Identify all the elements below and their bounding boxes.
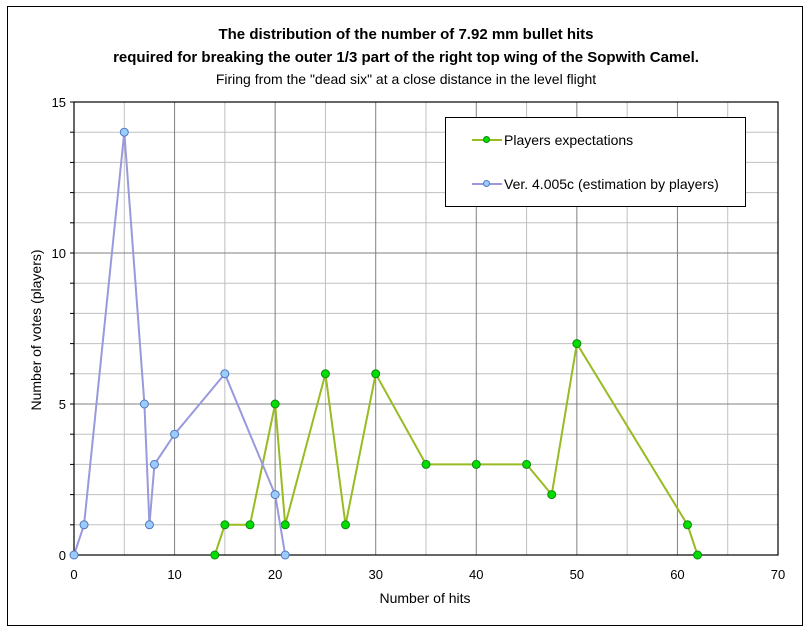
legend-label: Ver. 4.005c (estimation by players) <box>504 176 719 192</box>
data-point-marker <box>682 520 692 530</box>
legend-item-ver-4005c: Ver. 4.005c (estimation by players) <box>472 175 719 193</box>
chart-title-line-1: The distribution of the number of 7.92 m… <box>218 26 594 43</box>
data-point-marker <box>471 459 481 469</box>
green-line-marker-icon <box>472 134 502 146</box>
chart-title-line-2: required for breaking the outer 1/3 part… <box>113 49 699 66</box>
y-axis-title: Number of votes (players) <box>28 249 44 411</box>
chart-frame <box>7 6 803 626</box>
data-point-marker <box>547 490 557 500</box>
blue-line-marker-icon <box>472 178 502 190</box>
legend: Players expectations Ver. 4.005c (estima… <box>445 117 746 207</box>
data-point-marker <box>69 550 79 560</box>
data-point-marker <box>270 399 280 409</box>
legend-item-players-expectations: Players expectations <box>472 131 633 149</box>
data-point-marker <box>119 127 129 137</box>
x-tick-label: 70 <box>771 567 785 582</box>
data-point-marker <box>320 369 330 379</box>
x-tick-label: 20 <box>268 567 282 582</box>
data-point-marker <box>341 520 351 530</box>
chart-subtitle: Firing from the "dead six" at a close di… <box>215 71 597 87</box>
x-tick-label: 0 <box>70 567 77 582</box>
y-tick-label: 0 <box>59 548 66 563</box>
plot-border <box>73 101 779 556</box>
y-tick-label: 15 <box>52 95 66 110</box>
data-point-marker <box>280 520 290 530</box>
data-point-marker <box>220 520 230 530</box>
x-tick-label: 50 <box>570 567 584 582</box>
data-point-marker <box>572 339 582 349</box>
data-point-marker <box>371 369 381 379</box>
data-point-marker <box>522 459 532 469</box>
data-point-marker <box>210 550 220 560</box>
data-point-marker <box>270 490 280 500</box>
x-tick-label: 10 <box>167 567 181 582</box>
y-tick-label: 10 <box>52 246 66 261</box>
x-tick-label: 60 <box>670 567 684 582</box>
data-point-marker <box>693 550 703 560</box>
data-point-marker <box>245 520 255 530</box>
data-point-marker <box>421 459 431 469</box>
data-point-marker <box>79 520 89 530</box>
legend-label: Players expectations <box>504 132 634 148</box>
data-point-marker <box>144 520 154 530</box>
series-line <box>73 132 287 556</box>
x-tick-label: 40 <box>469 567 483 582</box>
data-point-marker <box>280 550 290 560</box>
x-axis-title: Number of hits <box>379 590 471 606</box>
data-point-marker <box>149 459 159 469</box>
data-point-marker <box>139 399 149 409</box>
x-tick-label: 30 <box>368 567 382 582</box>
data-point-marker <box>170 429 180 439</box>
y-tick-label: 5 <box>59 397 66 412</box>
data-point-marker <box>220 369 230 379</box>
